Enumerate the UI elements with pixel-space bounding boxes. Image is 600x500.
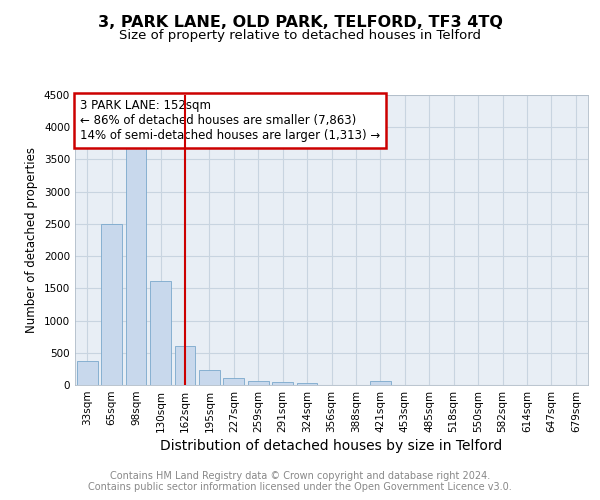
Bar: [272, 382, 293, 385]
Bar: [150, 280, 171, 385]
X-axis label: Distribution of detached houses by size in Telford: Distribution of detached houses by size …: [160, 439, 503, 453]
Text: 3 PARK LANE: 152sqm
← 86% of detached houses are smaller (7,863)
14% of semi-det: 3 PARK LANE: 152sqm ← 86% of detached ho…: [80, 100, 380, 142]
Y-axis label: Number of detached properties: Number of detached properties: [25, 147, 38, 333]
Bar: [101, 224, 122, 385]
Bar: [248, 381, 269, 385]
Bar: [370, 382, 391, 385]
Text: Size of property relative to detached houses in Telford: Size of property relative to detached ho…: [119, 28, 481, 42]
Bar: [77, 360, 98, 385]
Bar: [199, 370, 220, 385]
Bar: [125, 146, 146, 385]
Text: Contains public sector information licensed under the Open Government Licence v3: Contains public sector information licen…: [88, 482, 512, 492]
Bar: [175, 346, 196, 385]
Bar: [296, 382, 317, 385]
Text: 3, PARK LANE, OLD PARK, TELFORD, TF3 4TQ: 3, PARK LANE, OLD PARK, TELFORD, TF3 4TQ: [98, 15, 502, 30]
Text: Contains HM Land Registry data © Crown copyright and database right 2024.: Contains HM Land Registry data © Crown c…: [110, 471, 490, 481]
Bar: [223, 378, 244, 385]
